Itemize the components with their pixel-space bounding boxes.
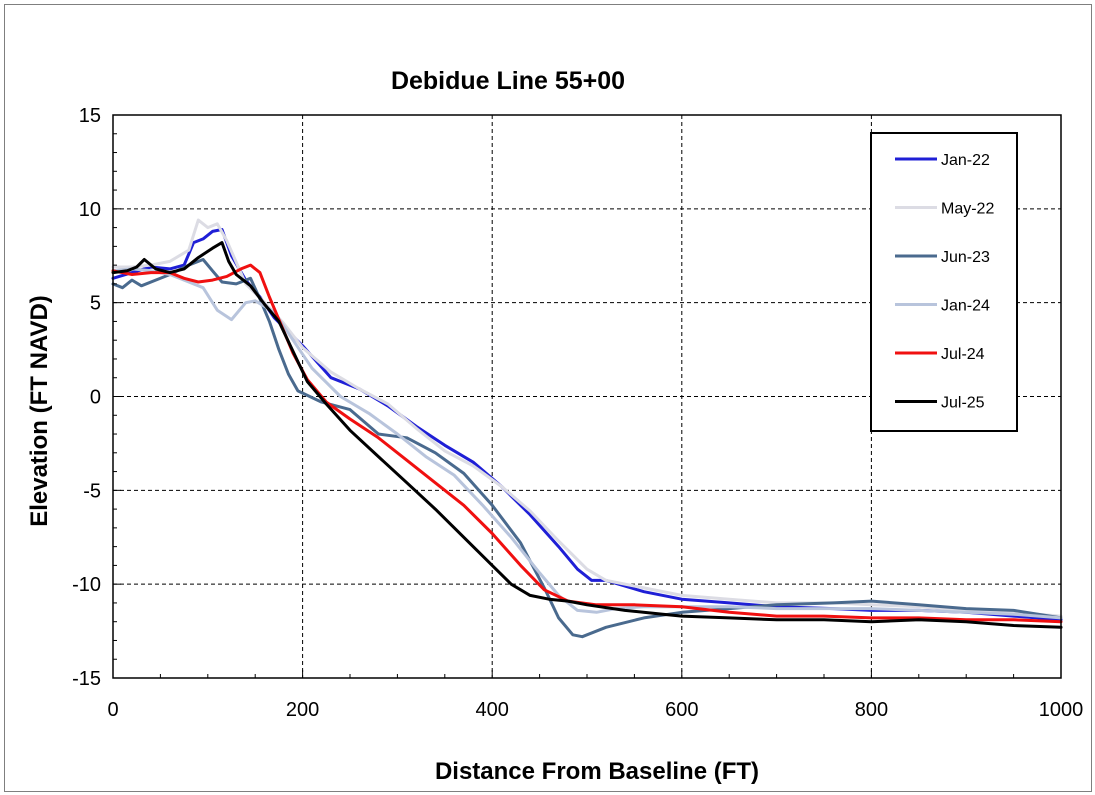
legend: Jan-22 May-22 Jun-23 Jan-24 Jul-24 Jul-25 [870,132,1018,432]
series-line-jan-22 [111,228,1063,622]
y-tick-label: 5 [90,293,101,315]
legend-label: Jun-23 [941,249,990,266]
series-line-jul-24 [111,263,1063,624]
legend-label: Jan-24 [941,298,990,315]
y-tick-label: 0 [90,387,101,409]
legend-label: Jan-22 [941,152,990,169]
series-line-jan-24 [111,267,1063,620]
x-tick-label: 1000 [1039,699,1084,721]
x-tick-label: 0 [107,699,118,721]
chart-frame: Debidue Line 55+00 0 200 400 600 800 1000 -15 -… [4,4,1092,792]
x-tick-label: 200 [286,699,319,721]
series-line-jul-25 [111,241,1063,629]
y-tick-label: -5 [83,480,101,502]
legend-box [870,132,1018,432]
x-axis-title: Distance From Baseline (FT) [435,758,759,785]
chart-svg: Debidue Line 55+00 0 200 400 600 800 1000 -15 -… [5,5,1091,791]
x-tick-label: 400 [476,699,509,721]
y-tick-label: 10 [79,199,101,221]
x-tick-label: 600 [665,699,698,721]
legend-label: Jul-24 [941,346,985,363]
y-axis-title: Elevation (FT NAVD) [26,295,53,527]
y-tick-label: -15 [72,668,101,690]
y-tick-label: 15 [79,105,101,127]
legend-label: May-22 [941,201,994,218]
x-tick-label: 800 [855,699,888,721]
tick-layer: 0 200 400 600 800 1000 -15 -10 -5 0 5 10 15 [72,105,1083,721]
legend-label: Jul-25 [941,395,985,412]
series-layer [111,218,1063,639]
y-tick-label: -10 [72,574,101,596]
chart-title: Debidue Line 55+00 [391,67,625,95]
